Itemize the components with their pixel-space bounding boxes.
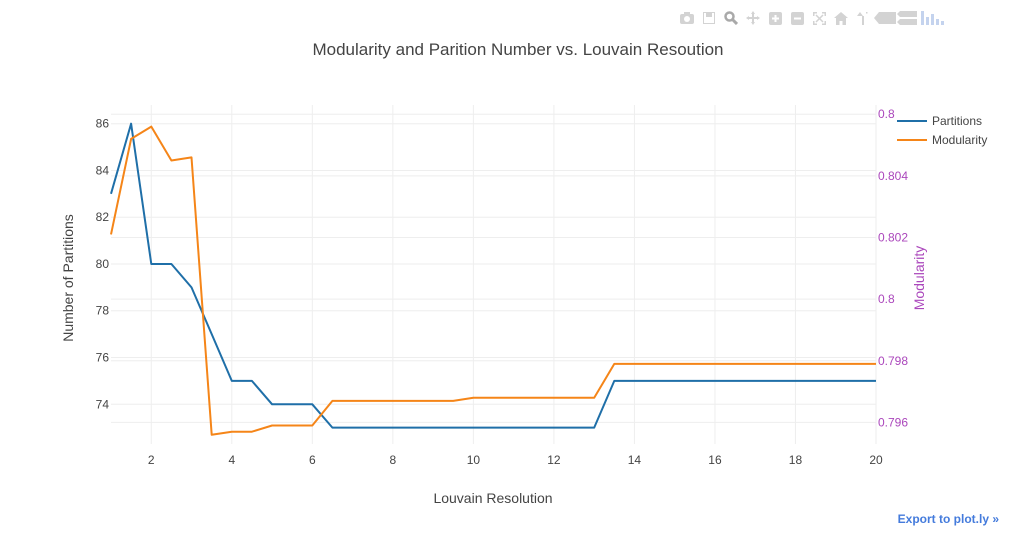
hover-compare-icon[interactable]	[896, 9, 918, 27]
y-tick-label: 80	[96, 257, 110, 271]
zoom-icon[interactable]	[720, 9, 742, 27]
y2-tick-label: 0.796	[878, 415, 908, 429]
x-tick-label: 6	[309, 453, 316, 467]
x-tick-label: 18	[789, 453, 803, 467]
reset-axes-icon[interactable]	[830, 9, 852, 27]
pan-icon[interactable]	[742, 9, 764, 27]
y-tick-label: 82	[96, 210, 110, 224]
series-line-modularity	[110, 125, 876, 436]
camera-icon[interactable]	[676, 9, 698, 27]
x-tick-label: 16	[708, 453, 722, 467]
x-tick-label: 20	[869, 453, 883, 467]
spike-lines-icon[interactable]	[852, 9, 874, 27]
y-axis-label: Number of Partitions	[60, 214, 76, 342]
y-tick-label: 84	[96, 163, 110, 177]
tick-labels: 2 4 6 8 10 12 14 16 18 20 74 76 78 80 82 84 86 0.796 0.798…	[96, 107, 909, 467]
series-line-partitions	[110, 122, 876, 429]
x-tick-label: 4	[228, 453, 235, 467]
legend-item-modularity[interactable]: Modularity	[897, 133, 987, 147]
zoom-in-icon[interactable]	[764, 9, 786, 27]
y2-tick-label: 0.8	[878, 107, 895, 121]
chart-title: Modularity and Parition Number vs. Louva…	[312, 40, 723, 59]
y-tick-label: 86	[96, 117, 110, 131]
x-tick-label: 10	[467, 453, 481, 467]
modebar	[676, 9, 946, 27]
legend-item-partitions[interactable]: Partitions	[897, 114, 982, 128]
y2-axis-label: Modularity	[911, 246, 927, 311]
export-to-plotly-link[interactable]: Export to plot.ly »	[897, 512, 999, 526]
x-tick-label: 2	[148, 453, 155, 467]
legend-label: Modularity	[932, 133, 987, 147]
series-lines	[110, 122, 876, 436]
autoscale-icon[interactable]	[808, 9, 830, 27]
x-tick-label: 12	[547, 453, 561, 467]
y2-tick-label: 0.8	[878, 292, 895, 306]
legend[interactable]: Partitions Modularity	[897, 114, 987, 147]
y-tick-label: 74	[96, 397, 110, 411]
y-tick-label: 76	[96, 350, 110, 364]
y2-tick-label: 0.798	[878, 354, 908, 368]
y2-tick-label: 0.804	[878, 169, 908, 183]
zoom-out-icon[interactable]	[786, 9, 808, 27]
x-tick-label: 14	[628, 453, 642, 467]
plotly-logo-icon[interactable]	[918, 9, 946, 27]
save-icon[interactable]	[698, 9, 720, 27]
x-axis-label: Louvain Resolution	[433, 490, 552, 506]
x-tick-label: 8	[389, 453, 396, 467]
y-tick-label: 78	[96, 304, 110, 318]
hover-closest-icon[interactable]	[874, 9, 896, 27]
gridlines	[111, 105, 877, 444]
legend-label: Partitions	[932, 114, 982, 128]
y2-tick-label: 0.802	[878, 231, 908, 245]
